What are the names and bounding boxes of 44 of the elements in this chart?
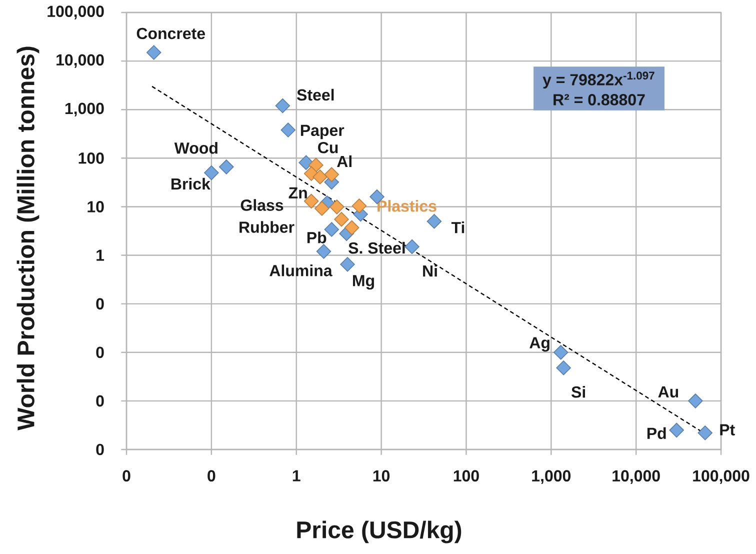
x-tick-label: 100,000 [693, 470, 750, 484]
x-tick-label: 1 [292, 470, 300, 482]
y-tick-label: 0 [96, 395, 104, 407]
y-tick-label: 0 [96, 346, 104, 358]
annotation: Brick [171, 178, 210, 190]
y-tick-label: 10,000 [56, 54, 104, 68]
annotation: Steel [297, 88, 334, 101]
annotation: S. Steel [348, 242, 405, 254]
annotation: Pb [307, 232, 326, 244]
x-tick-label: 0 [208, 470, 216, 482]
annotation: R² = 0.88807 [554, 94, 645, 106]
annotation: Concrete [136, 28, 205, 40]
annotation: Al [337, 155, 352, 167]
series-label: Plastics [378, 200, 436, 212]
annotation: Si [571, 386, 585, 398]
x-tick-label: 1,000 [532, 470, 571, 484]
annotation: Alumina [270, 264, 332, 276]
annotation: Wood [174, 142, 218, 154]
y-tick-label: 1,000 [65, 102, 104, 116]
annotation: Ag [530, 337, 550, 352]
annotation: Mg [353, 275, 374, 290]
annotation: Glass [240, 199, 284, 211]
x-tick-label: 10,000 [612, 470, 660, 484]
annotation: Pd [647, 427, 666, 440]
annotation: Paper [300, 124, 344, 140]
y-tick-label: 0 [96, 444, 104, 456]
y-tick-label: 0 [96, 298, 104, 310]
annotation: Zn [288, 187, 307, 198]
annotation: y = 79822x$^{-1.097}$ [542, 72, 654, 89]
y-tick-label: 1 [96, 250, 104, 261]
annotation: Ni [423, 264, 437, 277]
x-tick-label: 100 [454, 470, 479, 482]
y-axis-title: World Production (Million tonnes) [16, 46, 40, 430]
y-tick-label: 10 [88, 201, 104, 212]
x-tick-label: 0 [122, 470, 130, 482]
x-axis-title: Price (USD/kg) [297, 520, 462, 544]
annotation: Au [658, 386, 678, 398]
annotation: Rubber [240, 221, 294, 233]
y-tick-label: 100,000 [48, 6, 104, 20]
annotation: Pt [720, 424, 735, 436]
annotation: Ti [451, 222, 464, 234]
y-tick-label: 100 [78, 152, 104, 164]
annotation: Cu [318, 142, 338, 154]
x-tick-label: 10 [373, 470, 390, 482]
